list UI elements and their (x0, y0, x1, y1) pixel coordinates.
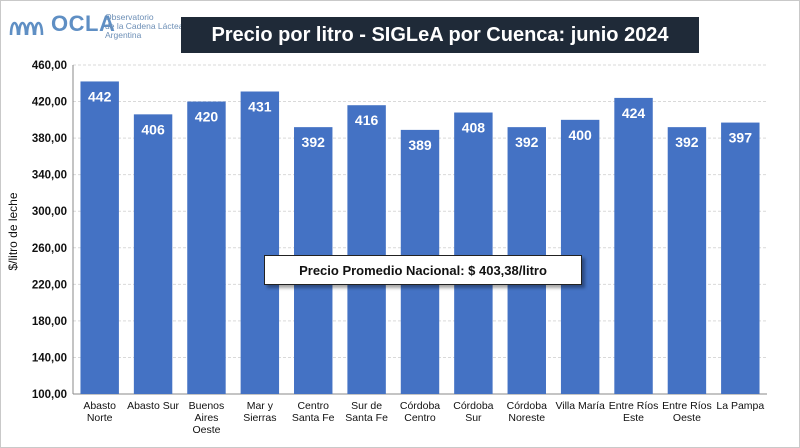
y-axis-label: $/litro de leche (6, 192, 20, 270)
x-tick-label: La Pampa (716, 400, 764, 412)
logo-line-2: de la Cadena Láctea (105, 21, 184, 31)
logo-name: OCLA (51, 11, 116, 36)
y-tick-label: 340,00 (32, 170, 67, 182)
bar-value-label: 400 (568, 127, 592, 143)
y-tick-label: 300,00 (32, 206, 67, 218)
chart-title: Precio por litro - SIGLeA por Cuenca: ju… (181, 17, 699, 53)
bar-value-label: 424 (622, 105, 646, 121)
bar (721, 122, 760, 394)
bar (80, 81, 119, 394)
bar (187, 101, 226, 395)
logo-line-1: Observatorio (105, 12, 154, 22)
bar-value-label: 392 (515, 134, 539, 150)
x-tick-label: Córdoba Sur (453, 400, 493, 424)
x-tick-label: Abasto Sur (127, 400, 179, 412)
bar-value-label: 397 (729, 130, 753, 146)
y-tick-label: 220,00 (32, 279, 67, 291)
logo-line-3: Argentina (105, 30, 142, 40)
y-tick-label: 100,00 (32, 389, 67, 401)
bar-value-label: 416 (355, 112, 379, 128)
bar (133, 114, 173, 394)
bar-value-label: 442 (88, 88, 112, 104)
bar-value-label: 408 (462, 120, 486, 136)
x-tick-label: Entre Ríos Este (609, 400, 659, 424)
logo-subtitle: Observatorio de la Cadena Láctea Argenti… (105, 13, 183, 40)
bar (614, 97, 653, 395)
bar (240, 91, 280, 394)
x-tick-label: Córdoba Noreste (507, 400, 547, 424)
bar (454, 112, 493, 395)
x-tick-label: Centro Santa Fe (292, 400, 335, 424)
x-tick-label: Entre Ríos Oeste (662, 400, 712, 424)
ocla-logo-icon (9, 21, 44, 36)
y-tick-label: 180,00 (32, 316, 67, 328)
x-tick-label: Buenos Aires Oeste (189, 400, 225, 436)
ocla-logo: OCLA Observatorio de la Cadena Láctea Ar… (9, 7, 183, 51)
bar (667, 127, 707, 395)
bar-value-label: 406 (141, 121, 165, 137)
x-tick-label: Abasto Norte (83, 400, 116, 424)
y-tick-label: 420,00 (32, 97, 67, 109)
y-tick-label: 460,00 (32, 60, 67, 72)
bar-value-label: 392 (675, 134, 699, 150)
x-tick-label: Mar y Sierras (243, 400, 276, 424)
bar-value-label: 389 (408, 137, 432, 153)
x-tick-label: Sur de Santa Fe (345, 400, 388, 424)
bar-value-label: 420 (195, 109, 219, 125)
bar (347, 105, 386, 394)
x-tick-label: Córdoba Centro (400, 400, 440, 424)
bar-value-label: 392 (302, 134, 326, 150)
national-average-callout: Precio Promedio Nacional: $ 403,38/litro (264, 255, 582, 285)
x-tick-label: Villa María (555, 400, 605, 412)
y-tick-label: 380,00 (32, 133, 67, 145)
y-tick-label: 260,00 (32, 243, 67, 255)
bar-value-label: 431 (248, 99, 272, 115)
y-tick-label: 140,00 (32, 352, 67, 364)
